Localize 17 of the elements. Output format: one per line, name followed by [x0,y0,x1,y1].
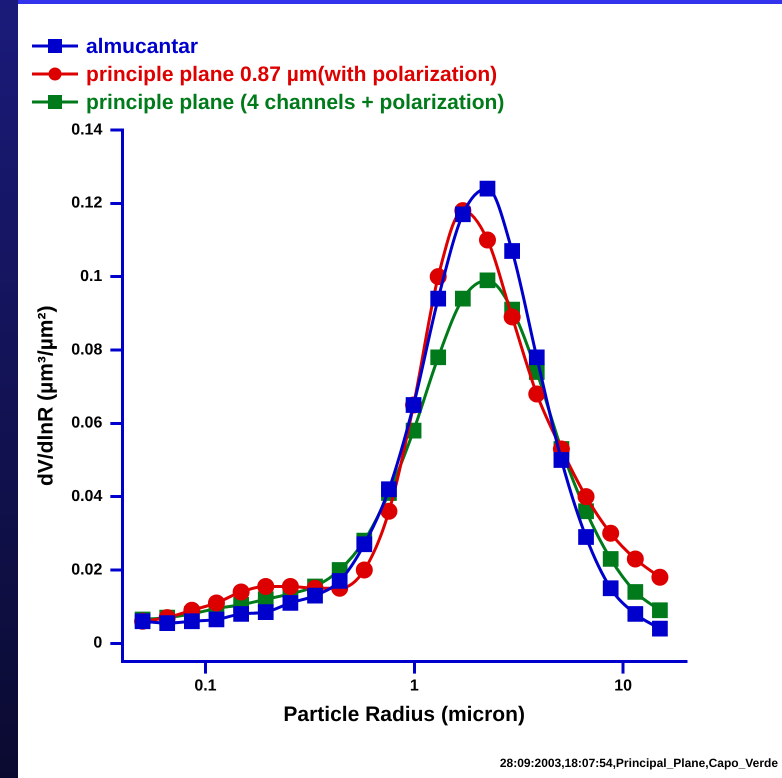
y-tick-label: 0.1 [80,268,102,286]
y-tick-label: 0.02 [71,561,102,578]
text: 28:09:2003,18:07:54,Principal_Plane,Capo_Verde [500,756,778,770]
legend-label: principle plane 0.87 µm(with polarization) [86,62,498,86]
y-axis-title: dV/dlnR (µm³/µm²) [34,306,58,486]
x-axis-title: Particle Radius (micron) [283,703,525,726]
y-tick-label: 0.04 [71,488,102,506]
x-tick-label: 0.1 [194,678,217,695]
x-tick-label: 1 [410,678,419,695]
legend-label: principle plane (4 channels + polarization) [86,90,504,114]
y-tick-label: 0.12 [71,194,102,212]
legend-label: almucantar [86,34,198,58]
y-tick-label: 0.08 [71,341,102,358]
y-tick-label: 0.06 [71,414,102,432]
y-tick-label: 0.14 [71,121,102,138]
y-tick-label: 0 [93,634,102,652]
x-tick-label: 10 [614,678,632,695]
